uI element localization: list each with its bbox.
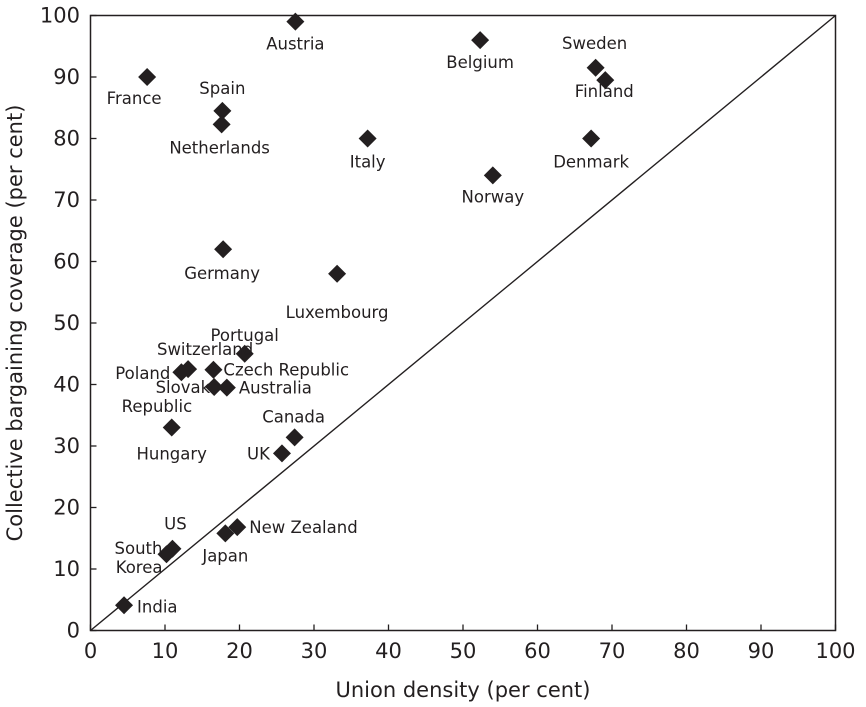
point-label: Hungary [136,445,207,464]
x-axis-ticks: 0 10 20 30 40 50 60 70 80 90 100 [84,624,856,663]
point-label: Spain [199,79,245,98]
y-tick-label: 40 [53,373,80,397]
point-label: Sweden [562,34,627,53]
point-marker [272,444,291,463]
point-marker [115,596,134,615]
point-label: Italy [350,153,386,172]
point-marker [172,363,191,382]
y-tick-label: 100 [40,4,80,28]
point-label: Japan [201,546,248,565]
point-marker [235,344,254,363]
point-marker [216,524,235,543]
point-label: France [107,89,162,108]
point-marker [586,58,605,77]
x-tick-label: 10 [152,639,179,663]
point-marker [204,360,223,379]
point-marker [217,378,236,397]
point-label: New Zealand [249,518,357,537]
point-label: Poland [115,364,170,383]
x-tick-label: 50 [450,639,477,663]
y-tick-label: 50 [53,311,80,335]
x-tick-label: 70 [599,639,626,663]
x-tick-label: 0 [84,639,97,663]
point-marker [162,418,181,437]
point-label: Austria [266,35,324,54]
point-label: Portugal [211,326,279,345]
point-label: Australia [239,379,312,398]
y-tick-label: 20 [53,496,80,520]
point-label: Belgium [446,53,514,72]
y-tick-label: 90 [53,65,80,89]
point-label: Switzerland [157,340,253,359]
point-label: Luxembourg [286,303,389,322]
point-label: Germany [184,264,260,283]
point-marker [157,545,176,564]
point-marker [483,166,502,185]
point-label: Czech Republic [223,361,349,380]
x-tick-label: 60 [524,639,551,663]
point-marker [138,68,157,86]
point-marker [596,71,615,90]
point-label: Netherlands [169,138,270,157]
y-tick-label: 0 [67,619,80,643]
y-tick-label: 80 [53,127,80,151]
reference-line [90,14,836,632]
point-labels: Austria Belgium Sweden Finland France Spain Ne… [107,34,634,617]
y-tick-label: 30 [53,434,80,458]
y-tick-label: 60 [53,250,80,274]
point-label: South Korea [115,539,163,577]
x-axis-title: Union density (per cent) [336,678,591,702]
point-label: Norway [462,187,525,206]
point-marker [358,129,377,148]
y-tick-label: 70 [53,188,80,212]
point-marker [286,12,305,31]
point-label: Denmark [553,153,629,172]
point-marker [285,428,304,447]
point-marker [214,240,233,259]
point-marker [582,129,601,148]
point-marker [228,518,247,537]
plot-area [89,14,837,632]
x-tick-label: 90 [748,639,775,663]
x-tick-label: 80 [673,639,700,663]
point-label: India [137,597,178,616]
y-tick-label: 10 [53,557,80,581]
x-tick-label: 40 [375,639,402,663]
data-points [115,12,615,615]
x-tick-label: 30 [301,639,328,663]
point-label: UK [247,444,271,463]
point-marker [471,31,490,50]
point-marker [328,264,347,283]
point-label: Slovak Republic [122,378,211,416]
point-marker [213,101,232,120]
x-tick-label: 20 [226,639,253,663]
point-marker [212,115,231,134]
point-label: Finland [575,82,634,101]
point-label: US [164,515,187,534]
y-axis-ticks: 0 10 20 30 40 50 60 70 80 90 100 [40,4,97,643]
x-tick-label: 100 [815,639,855,663]
point-marker [205,377,224,396]
y-axis-title: Collective bargaining coverage (per cent… [3,105,27,542]
point-label: Canada [262,407,325,426]
